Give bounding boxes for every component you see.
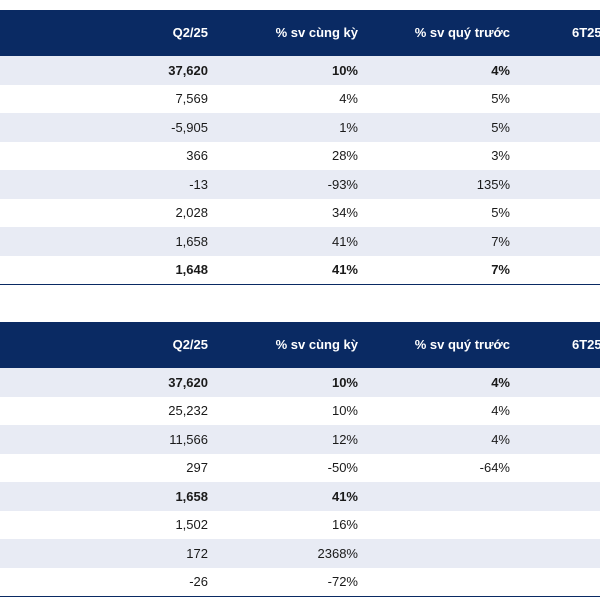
- cell-yoy: 28%: [331, 148, 358, 164]
- cell-qoq: 5%: [491, 119, 510, 135]
- header-yoy: % sv cùng kỳ: [275, 25, 358, 40]
- cell-q2-25: 172: [186, 545, 208, 561]
- cell-qoq: 5%: [491, 91, 510, 107]
- cell-yoy: 10%: [331, 62, 358, 78]
- table-row: 37,620 10% 4%: [0, 56, 600, 85]
- header-q2-25: Q2/25: [172, 337, 208, 352]
- header-q2-25: Q2/25: [172, 25, 208, 40]
- cell-q2-25: 7,569: [175, 91, 208, 107]
- cell-yoy: 41%: [331, 233, 358, 249]
- cell-yoy: 41%: [331, 488, 358, 504]
- cell-qoq: -64%: [479, 460, 510, 476]
- table-row: 25,232 10% 4%: [0, 397, 600, 426]
- header-6t25: 6T25: [572, 25, 600, 40]
- cell-qoq: 5%: [491, 205, 510, 221]
- table-row: -5,905 1% 5%: [0, 113, 600, 142]
- cell-q2-25: -26: [189, 574, 208, 590]
- header-6t25: 6T25: [572, 337, 600, 352]
- cell-q2-25: 1,658: [175, 233, 208, 249]
- cell-q2-25: 37,620: [168, 62, 208, 78]
- cell-q2-25: 11,566: [169, 431, 208, 447]
- cell-qoq: 135%: [476, 176, 510, 192]
- cell-yoy: -50%: [327, 460, 358, 476]
- cell-qoq: 4%: [491, 431, 510, 447]
- cell-yoy: 4%: [339, 91, 358, 107]
- table-row: 1,658 41% 7%: [0, 227, 600, 256]
- cell-qoq: 3%: [491, 148, 510, 164]
- cell-q2-25: 297: [186, 460, 208, 476]
- cell-yoy: 34%: [331, 205, 358, 221]
- table-row: 1,502 16%: [0, 511, 600, 540]
- cell-yoy: 12%: [331, 431, 358, 447]
- table-row: -13 -93% 135%: [0, 170, 600, 199]
- cell-yoy: 41%: [331, 262, 358, 278]
- table-row: 2,028 34% 5%: [0, 199, 600, 228]
- cell-q2-25: 1,648: [175, 262, 208, 278]
- cell-q2-25: -13: [189, 176, 208, 192]
- cell-yoy: -72%: [327, 574, 358, 590]
- table-bottom-rule: [0, 596, 600, 597]
- cell-q2-25: 1,502: [175, 517, 208, 533]
- cell-qoq: 4%: [491, 62, 510, 78]
- cell-yoy: 10%: [331, 403, 358, 419]
- cell-qoq: 7%: [491, 262, 510, 278]
- cell-q2-25: -5,905: [171, 119, 208, 135]
- table-header: Q2/25 % sv cùng kỳ % sv quý trước 6T25: [0, 10, 600, 56]
- table-body: 37,620 10% 4% 25,232 10% 4% 11,566 12% 4% 297 -50%…: [0, 368, 600, 596]
- table-row: 1,658 41%: [0, 482, 600, 511]
- cell-yoy: 2368%: [317, 545, 358, 561]
- table-header: Q2/25 % sv cùng kỳ % sv quý trước 6T25: [0, 322, 600, 368]
- cell-q2-25: 2,028: [175, 205, 208, 221]
- table-row: 1,648 41% 7%: [0, 256, 600, 285]
- cell-q2-25: 37,620: [168, 374, 208, 390]
- table-row: 7,569 4% 5%: [0, 85, 600, 114]
- table-row: 37,620 10% 4%: [0, 368, 600, 397]
- cell-qoq: 4%: [491, 374, 510, 390]
- table-row: 297 -50% -64%: [0, 454, 600, 483]
- cell-yoy: 10%: [331, 374, 358, 390]
- cell-q2-25: 1,658: [175, 488, 208, 504]
- cell-qoq: 7%: [491, 233, 510, 249]
- cell-qoq: 4%: [491, 403, 510, 419]
- financial-table-1: Q2/25 % sv cùng kỳ % sv quý trước 6T25 3…: [0, 10, 600, 285]
- header-yoy: % sv cùng kỳ: [275, 337, 358, 352]
- cell-yoy: 16%: [331, 517, 358, 533]
- table-row: -26 -72%: [0, 568, 600, 597]
- table-row: 172 2368%: [0, 539, 600, 568]
- cell-yoy: -93%: [327, 176, 358, 192]
- cell-yoy: 1%: [339, 119, 358, 135]
- header-qoq: % sv quý trước: [414, 337, 510, 352]
- cell-q2-25: 366: [186, 148, 208, 164]
- cell-q2-25: 25,232: [168, 403, 208, 419]
- table-bottom-rule: [0, 284, 600, 285]
- header-qoq: % sv quý trước: [414, 25, 510, 40]
- table-row: 366 28% 3%: [0, 142, 600, 171]
- financial-table-2: Q2/25 % sv cùng kỳ % sv quý trước 6T25 3…: [0, 322, 600, 597]
- table-row: 11,566 12% 4%: [0, 425, 600, 454]
- table-body: 37,620 10% 4% 7,569 4% 5% -5,905 1% 5% 366 28% 3% -1…: [0, 56, 600, 284]
